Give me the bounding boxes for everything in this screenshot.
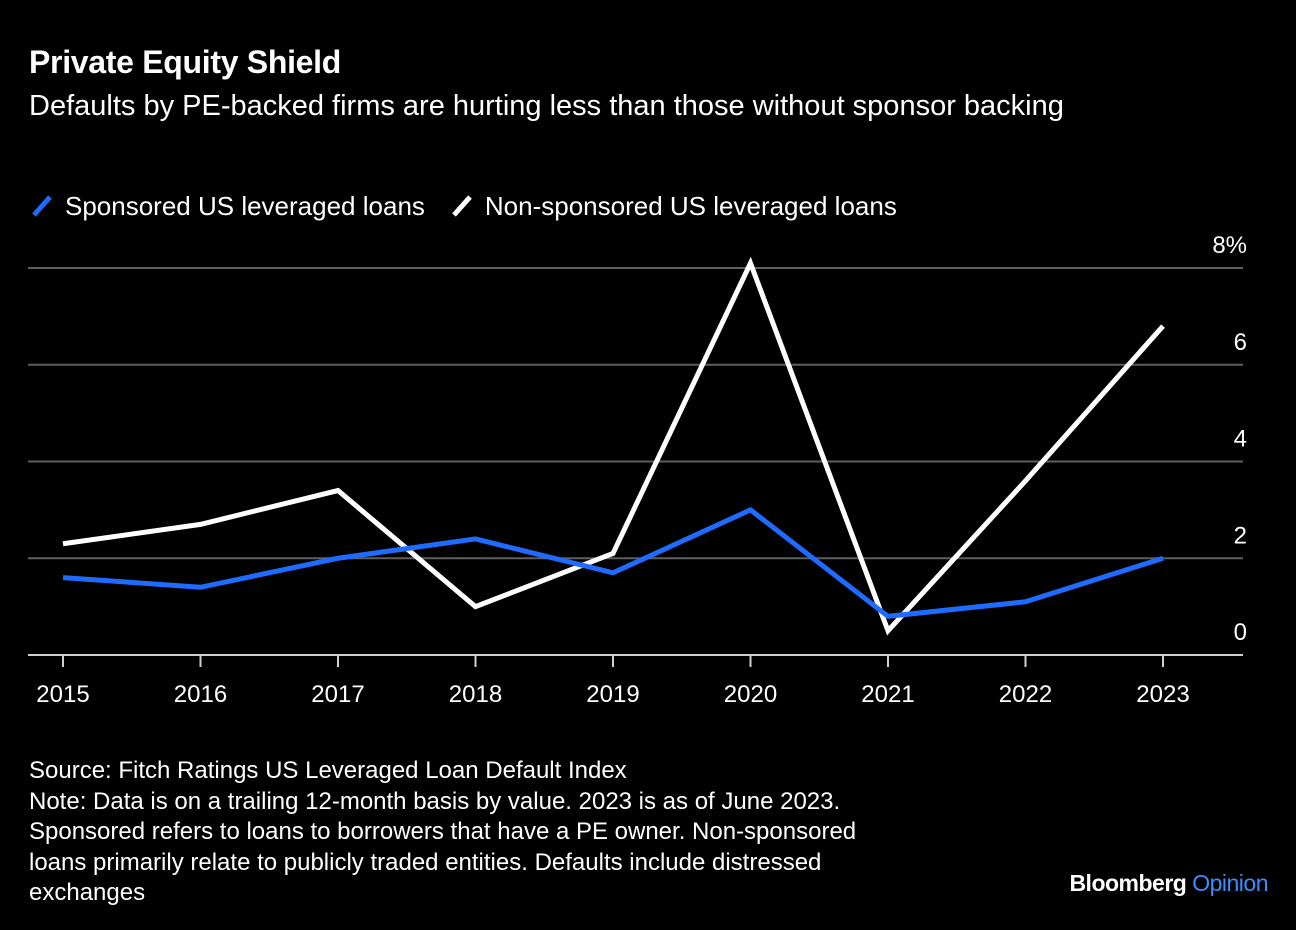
brand-name: Bloomberg	[1069, 870, 1187, 896]
legend-item-sponsored: Sponsored US leveraged loans	[29, 191, 425, 222]
chart-subtitle: Defaults by PE-backed firms are hurting …	[29, 90, 1064, 122]
legend-label-non-sponsored: Non-sponsored US leveraged loans	[484, 190, 897, 221]
legend-item-non-sponsored: Non-sponsored US leveraged loans	[449, 191, 897, 222]
y-tick-label: 0	[1234, 619, 1247, 646]
gridlines	[28, 267, 1243, 560]
x-tick-label: 2019	[586, 681, 639, 708]
y-tick-label: 4	[1234, 426, 1247, 453]
note-line: exchanges	[29, 879, 146, 906]
y-tick-label: 8%	[1212, 232, 1247, 259]
x-tick-label: 2016	[174, 681, 227, 708]
y-tick-label: 6	[1234, 329, 1247, 356]
x-tick-label: 2015	[36, 681, 89, 708]
series-line-sponsored	[62, 506, 1164, 619]
chart-legend: Sponsored US leveraged loans Non-sponsor…	[29, 188, 921, 224]
series-lines	[62, 256, 1165, 636]
slash-swatch-icon	[452, 195, 472, 217]
note-line: Note: Data is on a trailing 12-month bas…	[29, 787, 841, 815]
note-line: Sponsored refers to loans to borrowers t…	[29, 818, 857, 845]
legend-label-sponsored: Sponsored US leveraged loans	[65, 190, 425, 221]
x-tick-label: 2023	[1136, 681, 1189, 708]
brand-logo: Bloomberg Opinion	[1069, 870, 1268, 897]
source-note: Source: Fitch Ratings US Leveraged Loan …	[29, 757, 627, 784]
x-tick-label: 2020	[724, 681, 777, 708]
x-tick-label: 2018	[449, 681, 502, 708]
y-tick-label: 2	[1234, 522, 1247, 549]
chart-title: Private Equity Shield	[29, 44, 342, 80]
x-tick-label: 2021	[861, 681, 914, 708]
x-tick-label: 2017	[311, 681, 364, 708]
x-tick-label: 2022	[999, 681, 1052, 708]
series-line-non-sponsored	[62, 256, 1165, 636]
note-line: loans primarily relate to publicly trade…	[29, 848, 822, 876]
x-axis: 2015 2016 2017 2018 2019 2020 2021 2022 2023	[28, 654, 1243, 708]
brand-accent: Opinion	[1192, 870, 1268, 896]
slash-swatch-icon	[32, 195, 52, 217]
footnote: Source: Fitch Ratings US Leveraged Loan …	[29, 756, 1029, 909]
y-axis-ticks: 0 2 4 6 8%	[1212, 232, 1247, 646]
